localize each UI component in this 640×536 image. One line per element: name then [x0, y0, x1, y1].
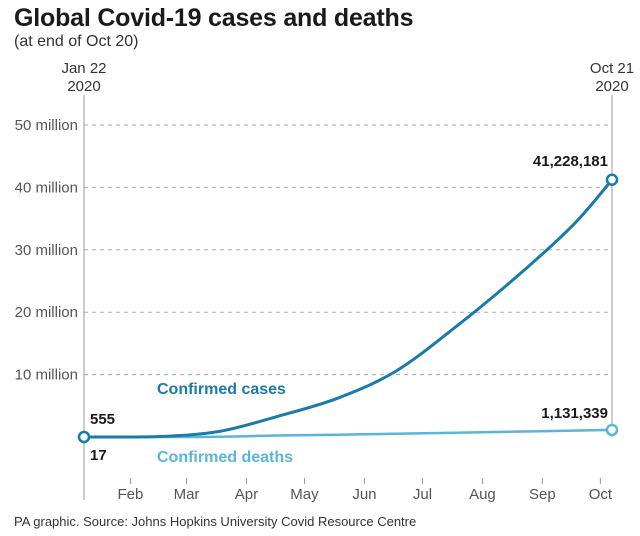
end-year-label: 2020 [595, 78, 628, 95]
y-tick-label: 30 million [15, 242, 78, 259]
y-tick-label: 10 million [15, 367, 78, 384]
series-line-cases [82, 178, 614, 439]
page-title: Global Covid-19 cases and deaths [14, 4, 414, 32]
start-year-label: 2020 [67, 78, 100, 95]
x-tick-label: Oct [589, 486, 613, 503]
y-tick-label: 40 million [15, 179, 78, 196]
start-value-cases: 555 [90, 411, 115, 428]
x-tick-label: Mar [174, 486, 200, 503]
end-point-cases [605, 173, 619, 186]
x-tick-label: Feb [117, 486, 143, 503]
x-tick-label: Jun [352, 486, 376, 503]
series-label-deaths: Confirmed deaths [157, 449, 293, 466]
start-value-deaths: 17 [90, 447, 107, 464]
y-tick-label: 50 million [15, 117, 78, 134]
x-tick-label: Apr [235, 486, 258, 503]
x-tick-label: Aug [469, 486, 496, 503]
end-point-deaths [605, 423, 619, 437]
end-date-label: Oct 21 [590, 60, 634, 77]
end-value-deaths: 1,131,339 [541, 405, 608, 422]
start-point-cases [77, 430, 91, 444]
source-note: PA graphic. Source: Johns Hopkins Univer… [14, 514, 417, 529]
page-subtitle: (at end of Oct 20) [14, 33, 139, 50]
series-label-cases: Confirmed cases [157, 381, 286, 398]
y-tick-label: 20 million [15, 304, 78, 321]
start-date-label: Jan 22 [61, 60, 106, 77]
x-tick-label: Jul [413, 486, 432, 503]
x-tick-label: Sep [529, 486, 556, 503]
x-tick-label: May [290, 486, 319, 503]
end-value-cases: 41,228,181 [533, 153, 608, 170]
series-line-deaths [82, 428, 614, 439]
